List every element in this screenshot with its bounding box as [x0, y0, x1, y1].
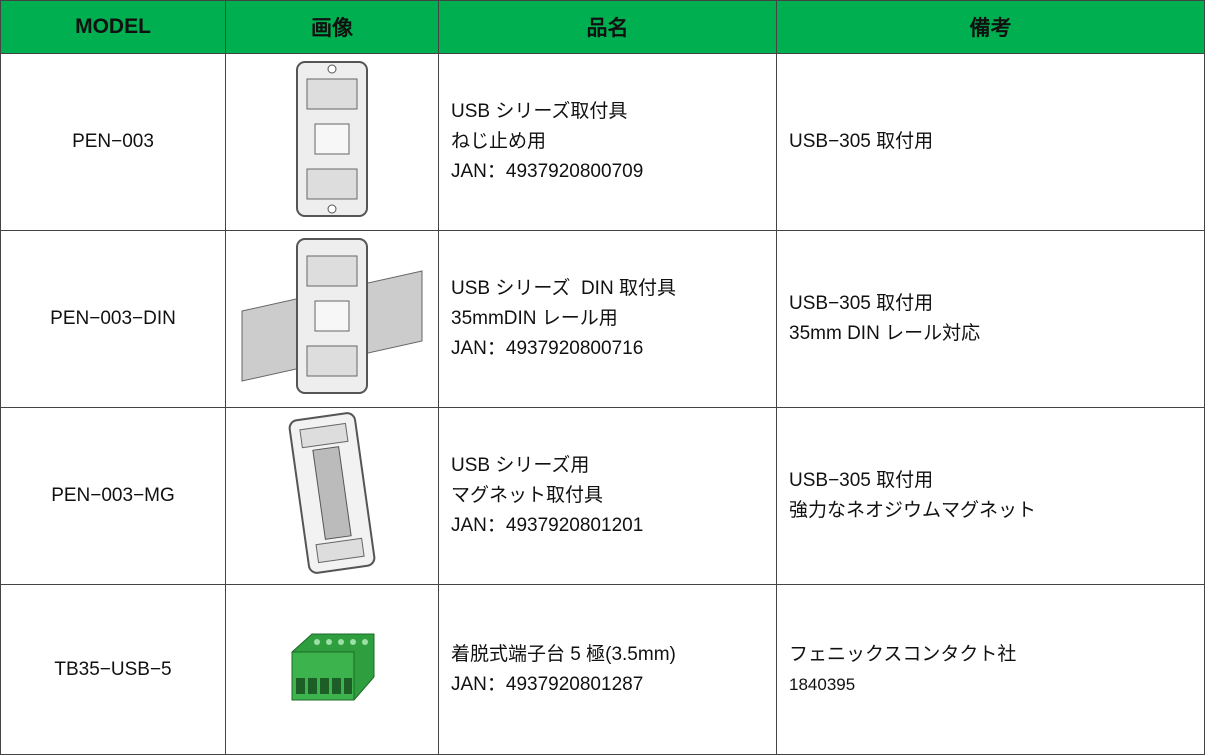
name-line: USB シリーズ用	[451, 455, 590, 476]
image-cell	[225, 407, 439, 585]
name-cell: 着脱式端子台 5 極(3.5mm) JAN：4937920801287	[438, 584, 777, 755]
image-cell	[225, 230, 439, 408]
name-line: USB シリーズ取付具	[451, 101, 628, 122]
model: PEN−003−MG	[0, 407, 226, 585]
note-line: USB−305 取付用	[789, 470, 934, 491]
bracket-image	[296, 61, 368, 217]
name-cell: USB シリーズ用 マグネット取付具 JAN：4937920801201	[438, 407, 777, 585]
model: PEN−003−DIN	[0, 230, 226, 408]
row: PEN−003−DIN USB シリーズ DIN 取付具 35mmDIN レール…	[0, 230, 1205, 408]
note-line: フェニックスコンタクト社	[789, 643, 1017, 665]
row: TB35−USB−5 着脱式端子台 5 極(3.5mm) JAN：4937920…	[0, 584, 1205, 755]
name-line: JAN：4937920800709	[451, 161, 644, 182]
name-cell: USB シリーズ取付具 ねじ止め用 JAN：4937920800709	[438, 53, 777, 231]
name-cell: USB シリーズ DIN 取付具 35mmDIN レール用 JAN：493792…	[438, 230, 777, 408]
name-line: ねじ止め用	[451, 131, 547, 152]
row: PEN−003−MG USB シリーズ用 マグネット取付具 JAN：493792…	[0, 407, 1205, 585]
header-cell: MODEL	[0, 0, 226, 54]
header-cell: 画像	[225, 0, 439, 54]
name-line: JAN：4937920800716	[451, 338, 644, 359]
note-line: USB−305 取付用	[789, 131, 934, 152]
header-cell: 備考	[776, 0, 1205, 54]
name-line: JAN：4937920801287	[451, 673, 644, 695]
name-line: マグネット取付具	[451, 485, 604, 506]
din-bracket-image	[241, 238, 423, 394]
note-cell: フェニックスコンタクト社 1840395	[776, 584, 1205, 755]
model: TB35−USB−5	[0, 584, 226, 755]
image-cell	[225, 584, 439, 755]
note-line: 1840395	[789, 674, 856, 694]
name-line: JAN：4937920801201	[451, 515, 644, 536]
row: PEN−003 USB シリーズ取付具 ねじ止め用 JAN：4937920800…	[0, 53, 1205, 231]
note-cell: USB−305 取付用	[776, 53, 1205, 231]
note-line: 強力なネオジウムマグネット	[789, 500, 1037, 521]
name-line: 35mmDIN レール用	[451, 308, 618, 329]
header-cell: 品名	[438, 0, 777, 54]
note-cell: USB−305 取付用 35mm DIN レール対応	[776, 230, 1205, 408]
note-cell: USB−305 取付用 強力なネオジウムマグネット	[776, 407, 1205, 585]
name-line: 着脱式端子台 5 極(3.5mm)	[451, 643, 676, 665]
name-line: USB シリーズ DIN 取付具	[451, 278, 676, 299]
terminal-block-image	[291, 633, 375, 700]
note-line: 35mm DIN レール対応	[789, 323, 981, 344]
image-cell	[225, 53, 439, 231]
magnet-bracket-image	[288, 412, 376, 574]
model: PEN−003	[0, 53, 226, 231]
header-row: MODEL 画像 品名 備考	[0, 0, 1205, 54]
note-line: USB−305 取付用	[789, 293, 934, 314]
